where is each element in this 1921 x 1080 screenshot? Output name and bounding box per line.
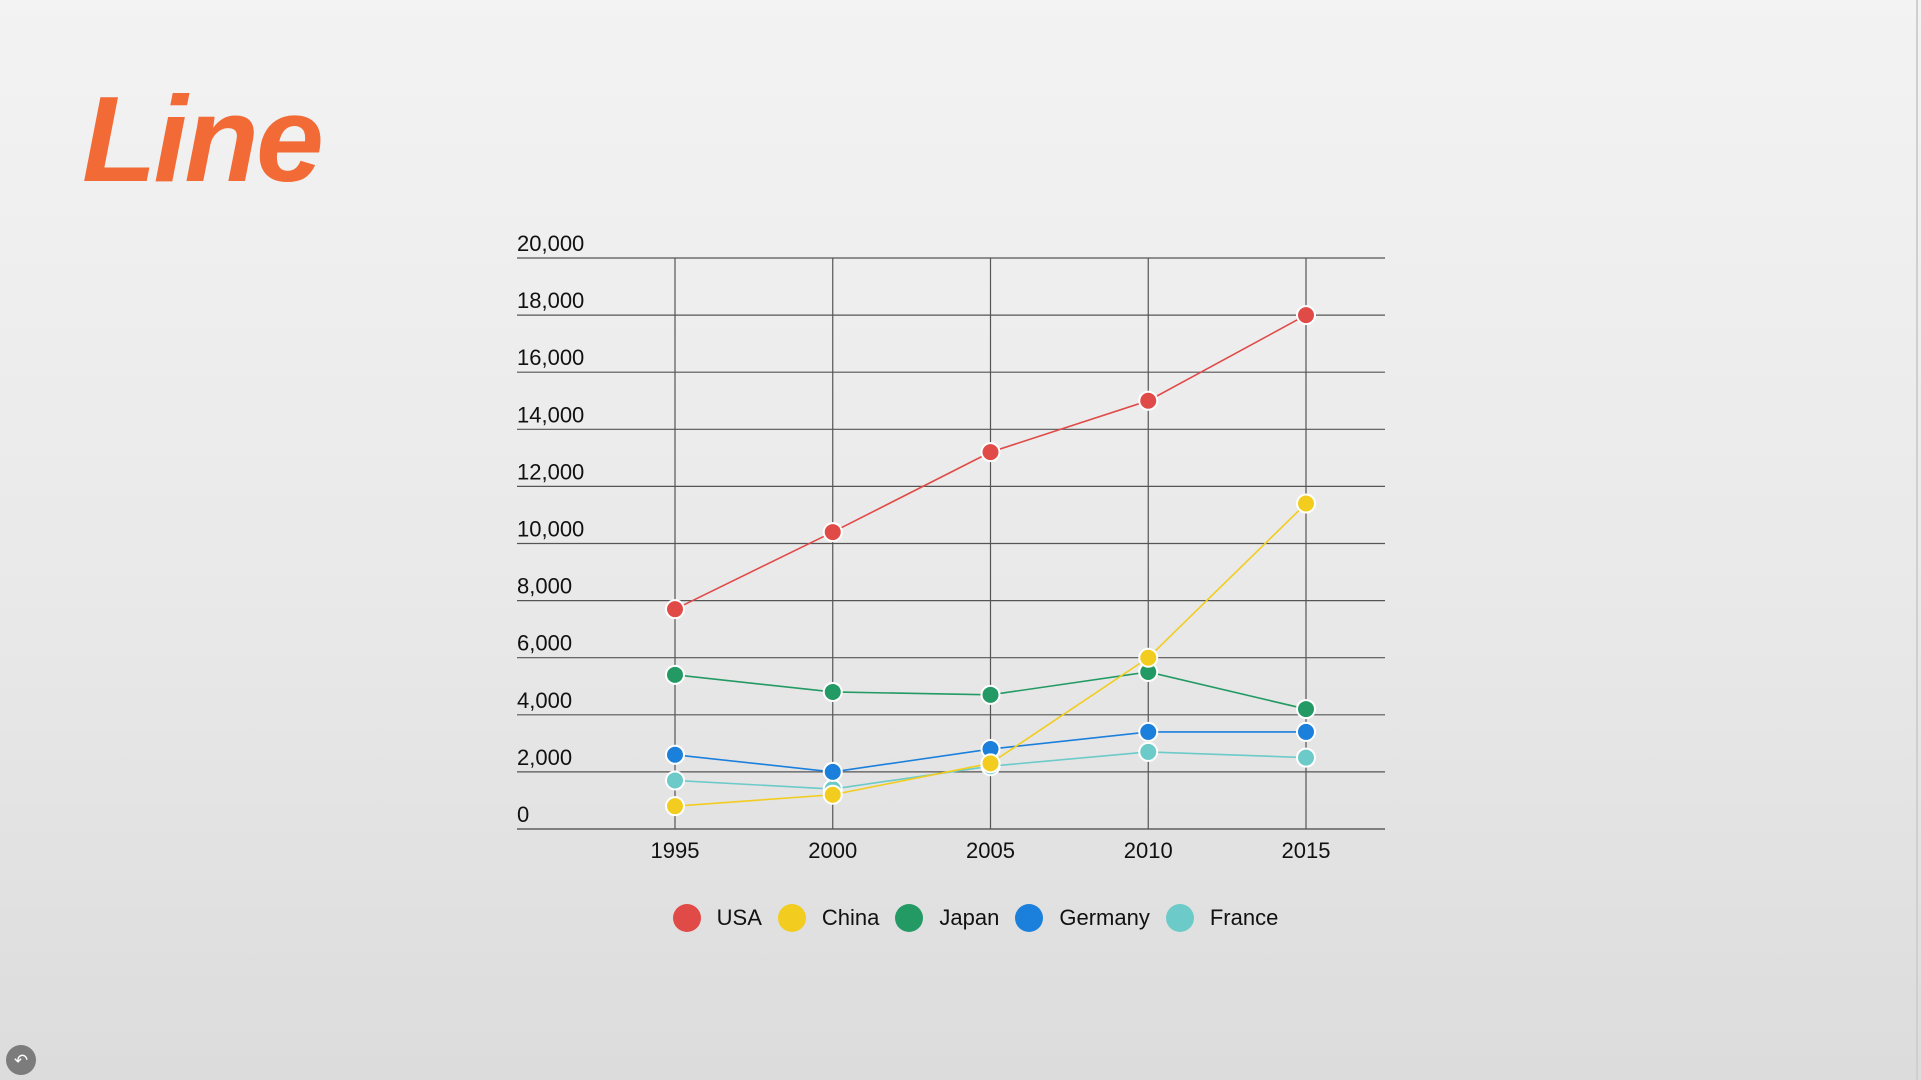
data-point-china	[1296, 493, 1316, 514]
legend-item-japan: Japan	[895, 904, 999, 932]
legend-swatch	[672, 904, 701, 932]
legend-label: China	[821, 905, 880, 930]
legend-label: Japan	[939, 905, 1000, 930]
legend-swatch	[1015, 904, 1044, 932]
data-point-usa	[665, 599, 685, 620]
data-point-france	[1138, 741, 1159, 762]
legend-item-usa: USA	[672, 904, 762, 932]
legend-label: France	[1209, 905, 1279, 930]
back-button[interactable]: ↶	[6, 1045, 36, 1075]
x-tick-label: 2010	[1124, 838, 1173, 863]
data-point-japan	[1296, 699, 1316, 720]
data-point-france	[1296, 747, 1316, 768]
y-tick-label: 2,000	[517, 745, 572, 770]
y-tick-label: 18,000	[517, 288, 584, 313]
data-point-germany	[1138, 721, 1159, 742]
y-tick-label: 6,000	[517, 631, 572, 656]
data-point-japan	[822, 681, 843, 702]
data-point-china	[1138, 647, 1159, 668]
y-tick-label: 20,000	[517, 231, 584, 256]
y-tick-label: 14,000	[517, 402, 584, 427]
slide-title: Line	[82, 71, 324, 207]
data-point-china	[980, 753, 1001, 774]
x-tick-label: 2000	[808, 838, 857, 863]
data-point-germany	[665, 744, 685, 765]
x-tick-label: 1995	[651, 838, 700, 863]
window-edge-divider	[1916, 0, 1918, 1080]
back-arrow-icon: ↶	[13, 1050, 29, 1070]
y-tick-label: 10,000	[517, 517, 584, 542]
y-tick-label: 12,000	[517, 459, 584, 484]
legend-label: USA	[716, 905, 762, 930]
y-tick-label: 8,000	[517, 574, 572, 599]
data-point-germany	[1296, 721, 1316, 742]
data-point-china	[665, 796, 685, 817]
legend-swatch	[895, 904, 924, 932]
legend-item-china: China	[777, 904, 880, 932]
legend-swatch	[777, 904, 806, 932]
data-point-japan	[980, 684, 1001, 705]
legend-item-germany: Germany	[1015, 904, 1150, 932]
legend-swatch	[1165, 904, 1194, 932]
data-point-germany	[822, 761, 843, 782]
data-point-usa	[1296, 305, 1316, 326]
data-point-usa	[1138, 390, 1159, 411]
data-point-france	[665, 770, 685, 791]
data-point-usa	[980, 442, 1001, 463]
y-tick-label: 0	[517, 802, 529, 827]
data-point-china	[822, 784, 843, 805]
chart-legend: USA China Japan Germany France	[0, 904, 1921, 932]
y-tick-label: 4,000	[517, 688, 572, 713]
y-tick-label: 16,000	[517, 345, 584, 370]
data-point-usa	[822, 522, 843, 543]
legend-item-france: France	[1165, 904, 1279, 932]
x-tick-label: 2015	[1282, 838, 1331, 863]
legend-label: Germany	[1059, 905, 1150, 930]
data-point-japan	[665, 664, 685, 685]
x-tick-label: 2005	[966, 838, 1015, 863]
